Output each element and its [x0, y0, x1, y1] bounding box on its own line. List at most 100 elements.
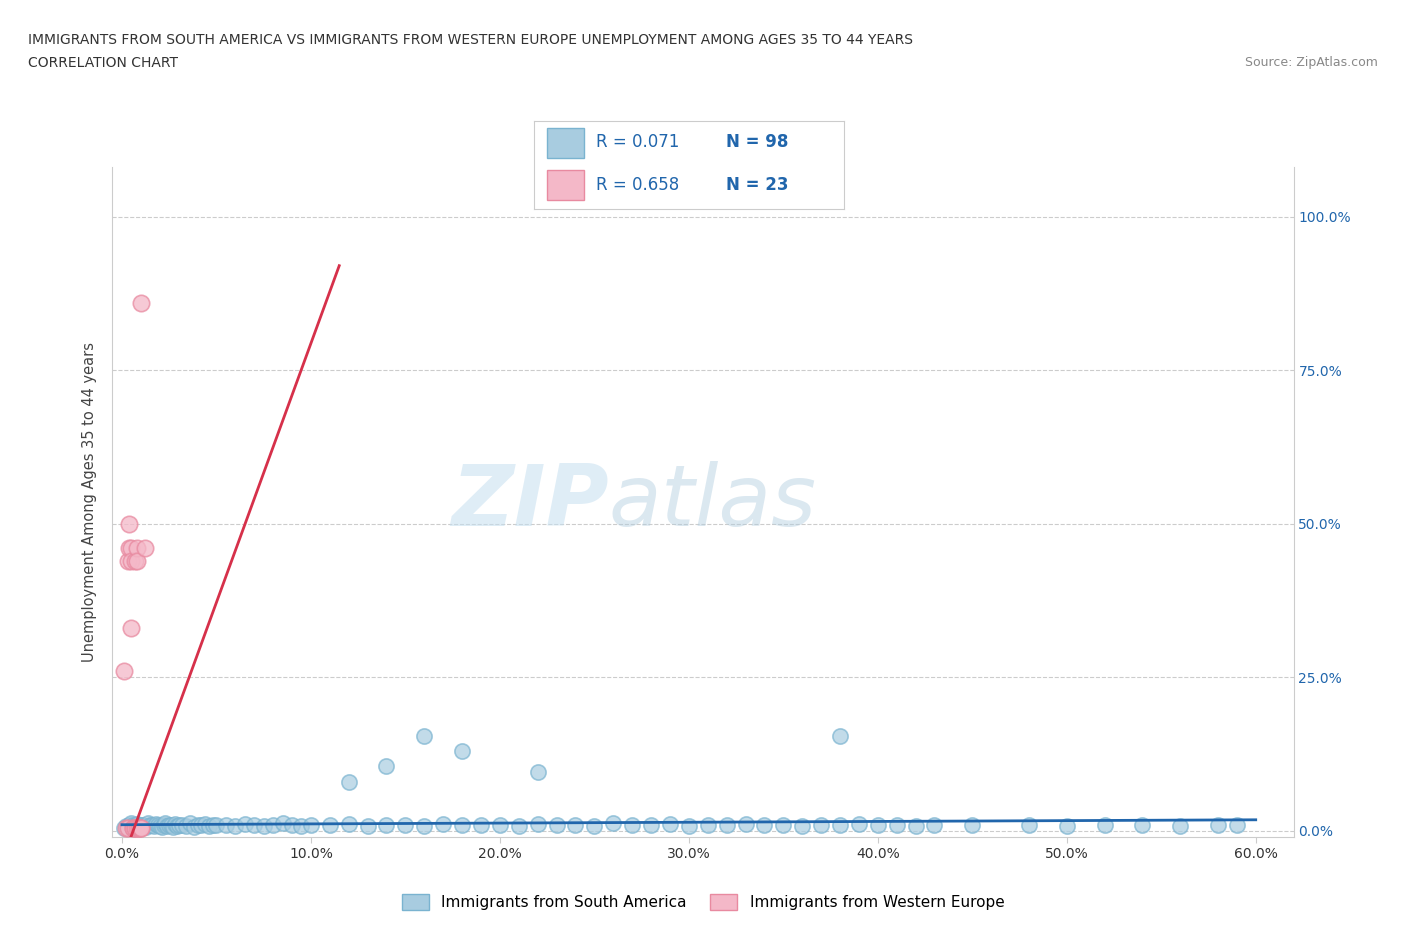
Point	[146, 817, 169, 832]
Point	[451, 744, 474, 759]
Point	[394, 817, 416, 832]
Point	[205, 817, 228, 832]
Point	[125, 817, 148, 831]
Point	[262, 817, 284, 832]
Point	[174, 818, 197, 833]
Point	[734, 817, 756, 831]
Point	[172, 817, 194, 832]
Point	[375, 817, 398, 832]
Point	[145, 817, 167, 831]
Text: Source: ZipAtlas.com: Source: ZipAtlas.com	[1244, 56, 1378, 69]
Point	[120, 816, 142, 830]
Point	[792, 818, 814, 833]
Point	[904, 818, 927, 833]
Point	[117, 819, 139, 834]
Point	[120, 620, 142, 635]
Point	[112, 664, 135, 679]
Point	[489, 817, 512, 832]
Point	[128, 819, 150, 834]
Point	[120, 819, 142, 834]
Point	[135, 819, 157, 834]
Point	[299, 817, 322, 832]
Point	[162, 819, 184, 834]
Bar	[547, 128, 583, 158]
Point	[866, 817, 889, 832]
Point	[141, 817, 163, 832]
Point	[621, 817, 644, 832]
Point	[564, 817, 586, 832]
Point	[122, 820, 145, 835]
Point	[134, 541, 156, 556]
Point	[290, 818, 312, 833]
Point	[183, 819, 205, 834]
Point	[413, 818, 436, 833]
Point	[754, 817, 776, 832]
Point	[546, 817, 568, 832]
Point	[772, 817, 794, 832]
Point	[190, 817, 212, 832]
Point	[166, 818, 188, 833]
Point	[152, 817, 174, 832]
Text: N = 23: N = 23	[725, 176, 789, 193]
Point	[526, 765, 548, 780]
Point	[451, 817, 474, 832]
Bar	[547, 170, 583, 201]
Point	[125, 541, 148, 556]
Point	[129, 295, 152, 310]
Point	[134, 818, 156, 833]
Point	[924, 817, 946, 832]
Point	[243, 817, 266, 832]
Point	[150, 819, 173, 834]
Point	[125, 553, 148, 568]
Point	[117, 820, 139, 835]
Point	[128, 820, 150, 835]
Point	[583, 818, 606, 833]
Point	[413, 728, 436, 743]
Point	[129, 817, 152, 832]
Point	[810, 817, 832, 832]
Point	[526, 817, 548, 831]
Point	[125, 820, 148, 835]
Point	[886, 817, 908, 832]
Point	[124, 820, 146, 835]
Point	[640, 817, 662, 832]
Point	[281, 817, 304, 832]
Point	[848, 817, 870, 831]
Point	[194, 817, 217, 831]
Point	[163, 817, 186, 831]
Point	[1206, 817, 1229, 832]
Point	[253, 818, 276, 833]
Point	[224, 818, 246, 833]
Point	[160, 817, 183, 832]
Text: R = 0.658: R = 0.658	[596, 176, 679, 193]
Point	[124, 553, 146, 568]
Point	[157, 817, 180, 832]
Point	[114, 820, 136, 835]
Point	[1168, 818, 1191, 833]
Point	[696, 817, 718, 832]
Point	[124, 820, 146, 835]
Point	[118, 817, 141, 832]
Point	[143, 818, 166, 833]
Point	[271, 816, 294, 830]
Point	[149, 818, 172, 833]
Point	[128, 820, 150, 835]
Point	[120, 553, 142, 568]
Point	[432, 817, 454, 831]
Point	[233, 817, 256, 831]
Point	[156, 818, 179, 833]
Text: N = 98: N = 98	[725, 133, 789, 151]
Point	[118, 541, 141, 556]
Point	[1094, 817, 1116, 832]
Point	[319, 817, 342, 832]
Point	[122, 820, 145, 835]
Point	[179, 816, 201, 830]
Point	[215, 817, 238, 832]
Point	[1018, 817, 1040, 832]
Point	[375, 759, 398, 774]
Point	[198, 818, 221, 833]
Point	[155, 816, 177, 830]
Point	[112, 820, 135, 835]
Point	[1056, 818, 1078, 833]
Point	[129, 820, 152, 835]
